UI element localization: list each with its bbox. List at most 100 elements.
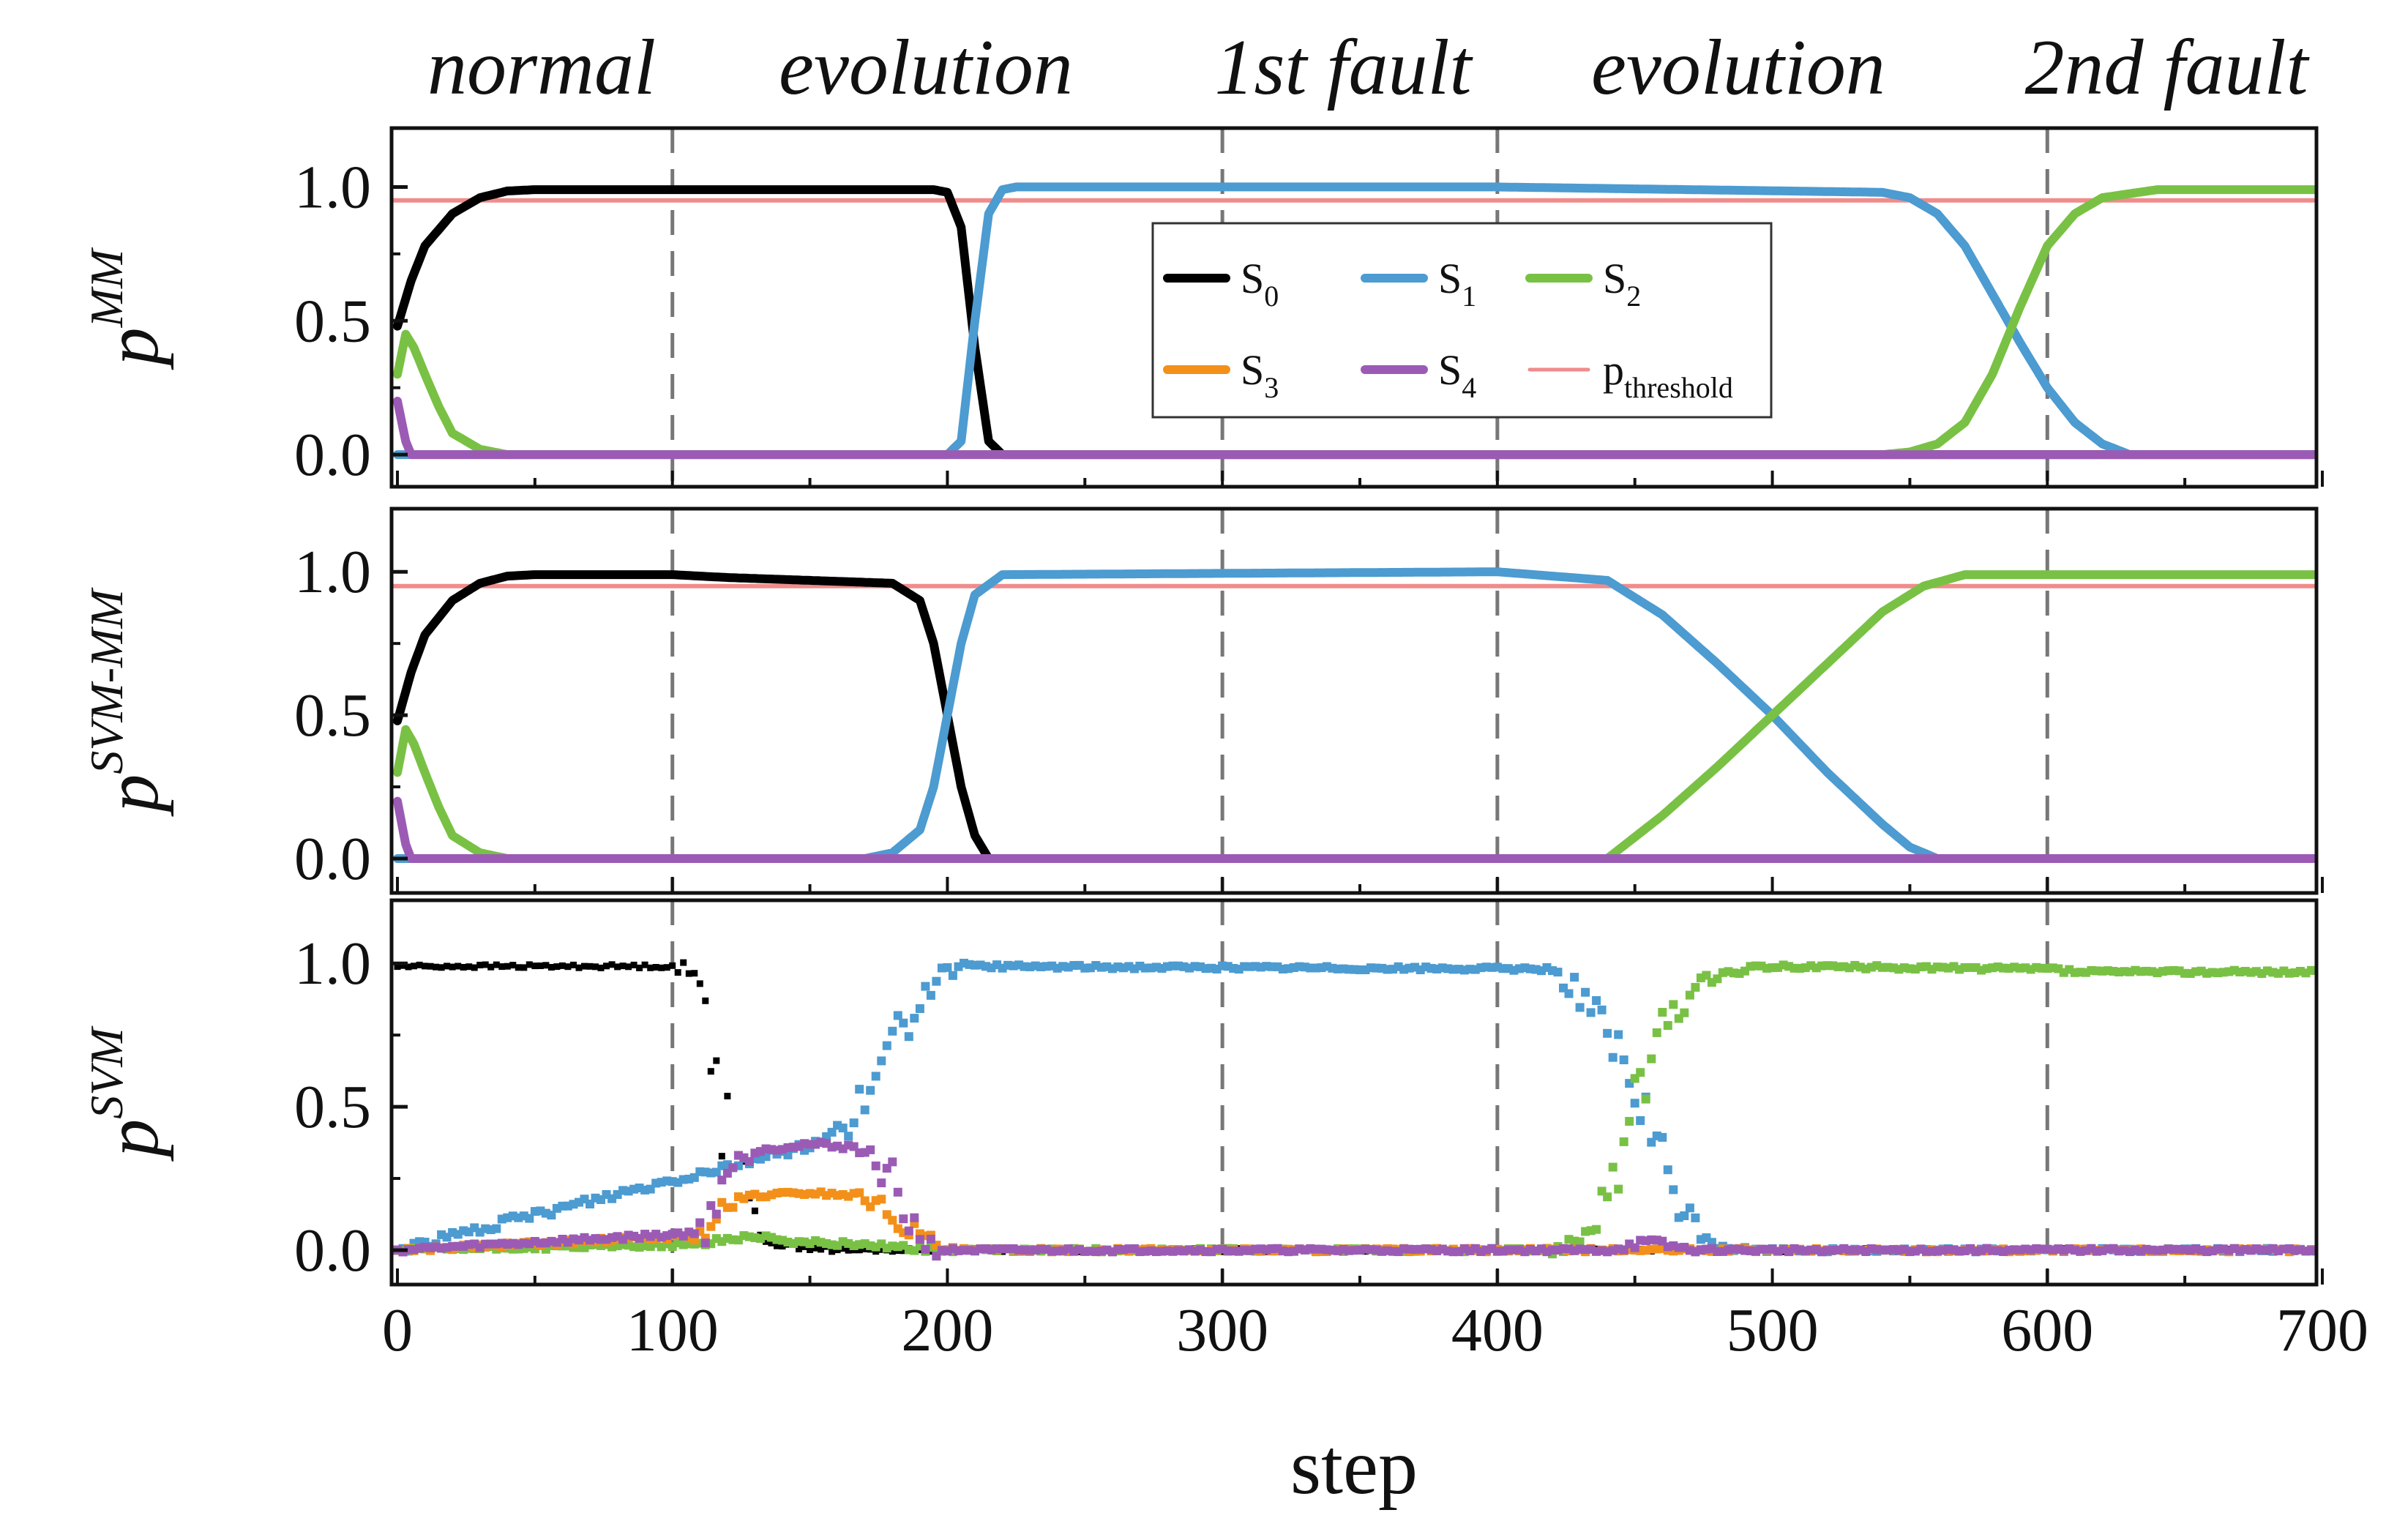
- data-point: [492, 1224, 501, 1233]
- data-point: [1625, 1117, 1634, 1126]
- y-axis-title: pSVM-MM: [81, 587, 174, 818]
- data-point: [866, 1145, 875, 1154]
- data-point: [1691, 982, 1700, 992]
- y-tick-label: 0.0: [294, 825, 371, 893]
- data-point: [1647, 1054, 1656, 1064]
- data-point: [904, 1032, 913, 1042]
- data-point: [614, 963, 621, 971]
- y-tick-label: 1.0: [294, 538, 371, 606]
- x-tick-label: 200: [901, 1296, 993, 1364]
- data-point: [515, 964, 522, 971]
- y-axis-title: pMM: [81, 247, 174, 370]
- data-point: [900, 1247, 907, 1255]
- data-point: [1570, 973, 1579, 982]
- data-point: [603, 962, 610, 970]
- data-point: [547, 964, 555, 971]
- data-point: [1658, 1008, 1667, 1017]
- data-point: [724, 1093, 731, 1099]
- data-point: [1608, 1053, 1618, 1062]
- data-point: [400, 962, 406, 969]
- panel-frame: [389, 126, 2319, 489]
- data-point: [801, 1243, 808, 1250]
- data-point: [829, 1248, 836, 1255]
- data-point: [717, 1175, 727, 1185]
- panel-mm: 0.0 0.5 1.0 pMM: [81, 126, 2324, 489]
- y-title-sup: SVM: [81, 1025, 132, 1119]
- data-point: [711, 1209, 721, 1219]
- data-point: [619, 962, 627, 970]
- data-point: [818, 1246, 825, 1253]
- data-point: [526, 961, 533, 968]
- x-axis-title: step: [1290, 1424, 1418, 1511]
- series-s2-points: [393, 960, 2316, 1259]
- data-point: [871, 1161, 880, 1170]
- data-point: [744, 1157, 754, 1166]
- data-point: [1669, 1185, 1678, 1195]
- data-point: [531, 962, 539, 970]
- series-s1-points: [393, 958, 2316, 1257]
- data-point: [520, 964, 528, 971]
- data-point: [751, 1207, 758, 1214]
- data-point: [932, 976, 941, 986]
- data-point: [691, 970, 698, 977]
- data-point: [1575, 1003, 1585, 1012]
- data-point: [888, 1026, 897, 1036]
- data-point: [718, 1153, 725, 1160]
- data-point: [948, 971, 957, 980]
- data-point: [1603, 1028, 1612, 1038]
- x-tick-label: 400: [1451, 1296, 1544, 1364]
- x-tick-label: 300: [1176, 1296, 1268, 1364]
- data-point: [471, 964, 478, 971]
- y-tick-label: 0.5: [294, 287, 371, 355]
- data-point: [926, 1234, 935, 1244]
- data-point: [641, 961, 648, 968]
- data-point: [899, 1214, 908, 1224]
- data-point: [1553, 968, 1563, 977]
- panel-svm-mm: 0.0 0.5 1.0 pSVM-MM: [81, 507, 2324, 895]
- data-point: [1691, 1213, 1700, 1222]
- data-point: [553, 963, 561, 971]
- panels: 0.00.51.0pMM0.00.51.0pSVM-MM0.00.51.0pSV…: [81, 126, 2327, 1287]
- data-point: [525, 1214, 534, 1223]
- data-point: [844, 1132, 853, 1141]
- data-point: [872, 1248, 880, 1255]
- data-point: [2318, 1245, 2327, 1254]
- data-point: [1581, 987, 1590, 997]
- y-title-sup: MM: [81, 247, 132, 328]
- data-point: [856, 1246, 863, 1254]
- data-point: [558, 962, 566, 969]
- x-tick-label: 100: [627, 1296, 719, 1364]
- data-point: [1619, 1055, 1628, 1064]
- data-point: [926, 990, 935, 1000]
- series-s4-line: [393, 796, 2316, 863]
- data-point: [779, 1243, 786, 1250]
- data-point: [575, 964, 583, 971]
- data-point: [1619, 1137, 1628, 1146]
- data-point: [855, 1188, 864, 1197]
- data-point: [498, 963, 506, 971]
- data-point: [855, 1085, 864, 1094]
- data-point: [943, 962, 952, 972]
- data-point: [700, 1238, 710, 1248]
- data-point: [702, 997, 709, 1004]
- data-point: [542, 962, 550, 969]
- data-point: [889, 1248, 896, 1255]
- data-point: [1702, 971, 1711, 980]
- data-point: [866, 1085, 875, 1095]
- data-point: [1614, 1184, 1623, 1194]
- data-point: [1592, 996, 1601, 1005]
- phase-label-5: 2nd fault: [2024, 24, 2310, 111]
- data-point: [1680, 1008, 1689, 1017]
- data-point: [774, 1242, 780, 1249]
- data-point: [839, 1245, 847, 1252]
- data-point: [882, 1041, 891, 1050]
- data-point: [1663, 1165, 1672, 1175]
- data-point: [586, 962, 594, 970]
- y-axis-title: pSVM: [81, 1025, 174, 1162]
- data-point: [807, 1246, 814, 1253]
- data-point: [405, 963, 412, 971]
- data-point: [921, 1244, 930, 1254]
- data-point: [877, 1178, 886, 1188]
- data-point: [689, 1229, 699, 1238]
